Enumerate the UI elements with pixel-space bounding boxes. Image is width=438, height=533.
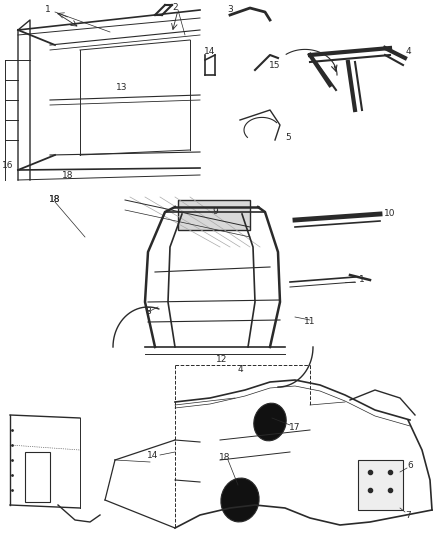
Text: 2: 2 <box>172 3 178 12</box>
Text: 12: 12 <box>216 356 228 365</box>
Text: 10: 10 <box>384 209 396 219</box>
Text: 18: 18 <box>62 171 74 180</box>
Text: 18: 18 <box>49 196 61 205</box>
Text: 4: 4 <box>237 366 243 375</box>
Bar <box>358 460 403 510</box>
Text: 18: 18 <box>219 454 231 463</box>
Text: 5: 5 <box>285 133 291 142</box>
Ellipse shape <box>254 403 286 441</box>
Text: 8: 8 <box>145 308 151 317</box>
Text: 17: 17 <box>289 424 301 432</box>
Bar <box>25 452 50 502</box>
Text: 1: 1 <box>45 5 51 14</box>
Text: 18: 18 <box>49 196 61 205</box>
Text: 13: 13 <box>116 84 128 93</box>
Text: 14: 14 <box>147 450 159 459</box>
Text: 9: 9 <box>212 207 218 216</box>
Text: 11: 11 <box>304 318 316 327</box>
Text: 15: 15 <box>269 61 281 69</box>
Text: 4: 4 <box>405 47 411 56</box>
Text: 7: 7 <box>405 511 411 520</box>
Text: 14: 14 <box>204 47 215 56</box>
Text: 3: 3 <box>227 5 233 14</box>
Text: 16: 16 <box>2 160 14 169</box>
Text: 1: 1 <box>359 276 365 285</box>
Ellipse shape <box>221 478 259 522</box>
Bar <box>178 200 250 230</box>
Text: 6: 6 <box>407 461 413 470</box>
